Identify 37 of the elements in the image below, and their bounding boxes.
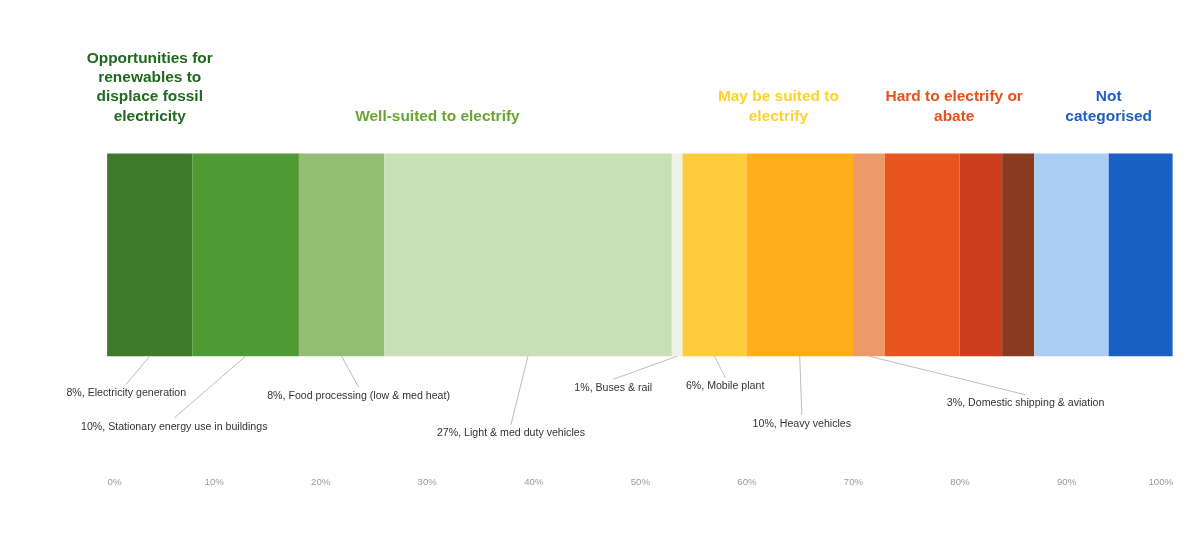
- x-tick-label: 90%: [1056, 476, 1077, 488]
- data-label: 6%, Mobile plant: [685, 378, 765, 391]
- data-label: 1%, Buses & rail: [574, 380, 653, 393]
- x-tick-label: 60%: [737, 476, 757, 488]
- text: Well-suited to electrify: [355, 106, 521, 124]
- data-label: 8%, Electricity generation: [66, 385, 187, 398]
- bar: [192, 153, 299, 357]
- text: May be suited to electrify: [717, 87, 839, 124]
- bar: [852, 153, 885, 357]
- x-tick-label: 50%: [630, 476, 651, 488]
- bar: [746, 153, 853, 357]
- bar: [384, 153, 672, 357]
- text: Not categorised: [1065, 87, 1153, 124]
- data-label: 10%, Heavy vehicles: [752, 416, 852, 429]
- x-tick-label: 80%: [950, 476, 971, 488]
- text: Hard to electrify or abate: [885, 87, 1023, 124]
- data-label: 8%, Food processing (low & med heat): [267, 388, 450, 401]
- x-tick-label: 40%: [524, 476, 544, 488]
- x-tick-label: 20%: [311, 476, 331, 488]
- data-label: 3%, Domestic shipping & aviation: [946, 396, 1105, 409]
- bar: [1108, 153, 1173, 357]
- bar: [959, 153, 1003, 357]
- data-label: 10%, Stationary energy use in buildings: [81, 419, 268, 432]
- x-tick-label: 100%: [1148, 476, 1174, 488]
- bar: [1034, 153, 1109, 357]
- x-tick-label: 10%: [204, 476, 225, 488]
- bar: [298, 153, 385, 357]
- bar: [682, 153, 747, 357]
- bar: [107, 153, 193, 357]
- bar: [1002, 153, 1035, 357]
- data-label: 27%, Light & med duty vehicles: [436, 426, 585, 439]
- text: Opportunities for renewables to displace fossil electricity: [86, 48, 213, 124]
- x-tick-label: 30%: [417, 476, 438, 488]
- x-tick-label: 0%: [107, 476, 122, 488]
- bar: [884, 153, 960, 357]
- x-tick-label: 70%: [843, 476, 864, 488]
- bar: [671, 153, 683, 357]
